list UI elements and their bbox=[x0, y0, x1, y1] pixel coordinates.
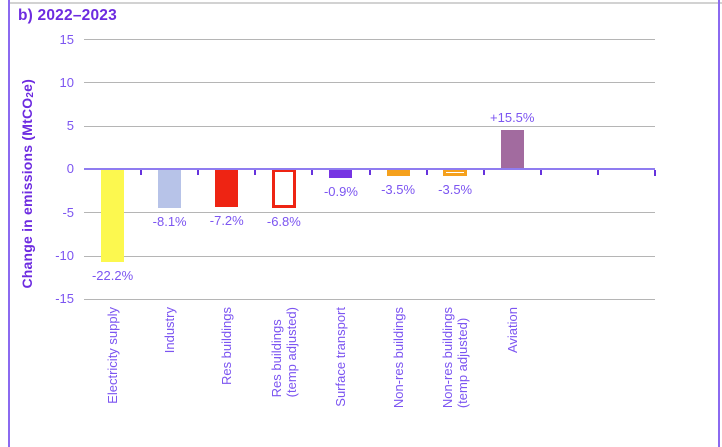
axis-tick bbox=[539, 170, 542, 176]
value-label-industry: -8.1% bbox=[152, 214, 187, 230]
ytick-label-5: 5 bbox=[66, 118, 74, 134]
gridline--5 bbox=[84, 212, 655, 214]
left-border-line bbox=[8, 0, 10, 447]
value-label-res-buildings-temp-adjusted: -6.8% bbox=[266, 213, 301, 229]
ytick-label--10: -10 bbox=[55, 248, 74, 264]
axis-tick bbox=[254, 170, 257, 176]
category-label-aviation: Aviation bbox=[504, 307, 520, 354]
bar-electricity-supply bbox=[101, 169, 125, 263]
gridline-10 bbox=[84, 82, 655, 84]
axis-tick bbox=[311, 170, 314, 176]
bar-non-res-buildings bbox=[386, 169, 410, 177]
top-border-line bbox=[10, 2, 722, 4]
category-label-electricity-supply: Electricity supply bbox=[105, 307, 121, 404]
axis-tick bbox=[654, 170, 656, 177]
value-label-aviation: +15.5% bbox=[490, 109, 535, 125]
category-label-surface-transport: Surface transport bbox=[333, 307, 349, 407]
value-label-electricity-supply: -22.2% bbox=[91, 268, 134, 284]
ytick-label-0: 0 bbox=[66, 161, 74, 177]
bar-industry bbox=[158, 169, 182, 209]
gridline--10 bbox=[84, 255, 655, 257]
bar-non-res-buildings-temp-adjusted bbox=[443, 169, 468, 177]
category-label-non-res-buildings-temp-adjusted: Non-res buildings (temp adjusted) bbox=[440, 307, 471, 409]
bar-res-buildings bbox=[215, 169, 239, 207]
ytick-label--15: -15 bbox=[55, 291, 74, 307]
ytick-label-10: 10 bbox=[59, 74, 74, 90]
category-label-res-buildings-temp-adjusted: Res buildings (temp adjusted) bbox=[268, 307, 299, 398]
axis-tick bbox=[140, 170, 143, 176]
category-label-non-res-buildings: Non-res buildings bbox=[390, 307, 406, 409]
axis-tick bbox=[425, 170, 428, 176]
ytick-label-15: 15 bbox=[59, 31, 74, 47]
category-label-res-buildings: Res buildings bbox=[219, 307, 235, 386]
chart-title: b) 2022–2023 bbox=[18, 7, 117, 24]
gridline--15 bbox=[84, 298, 655, 300]
gridline-5 bbox=[84, 125, 655, 127]
axis-tick bbox=[596, 170, 599, 176]
value-label-non-res-buildings: -3.5% bbox=[381, 182, 416, 198]
ytick-label--5: -5 bbox=[62, 204, 74, 220]
gridline-15 bbox=[84, 39, 655, 41]
value-label-res-buildings: -7.2% bbox=[209, 212, 244, 228]
bar-surface-transport bbox=[329, 169, 353, 179]
bar-res-buildings-temp-adjusted bbox=[271, 169, 296, 208]
value-label-non-res-buildings-temp-adjusted: -3.5% bbox=[438, 182, 473, 198]
axis-tick bbox=[482, 170, 485, 176]
category-label-industry: Industry bbox=[162, 307, 178, 354]
value-label-surface-transport: -0.9% bbox=[323, 184, 358, 200]
zero-axis-line bbox=[84, 168, 655, 171]
right-border-line bbox=[718, 0, 720, 447]
axis-tick bbox=[197, 170, 200, 176]
bar-aviation bbox=[500, 129, 524, 170]
axis-tick bbox=[368, 170, 371, 176]
